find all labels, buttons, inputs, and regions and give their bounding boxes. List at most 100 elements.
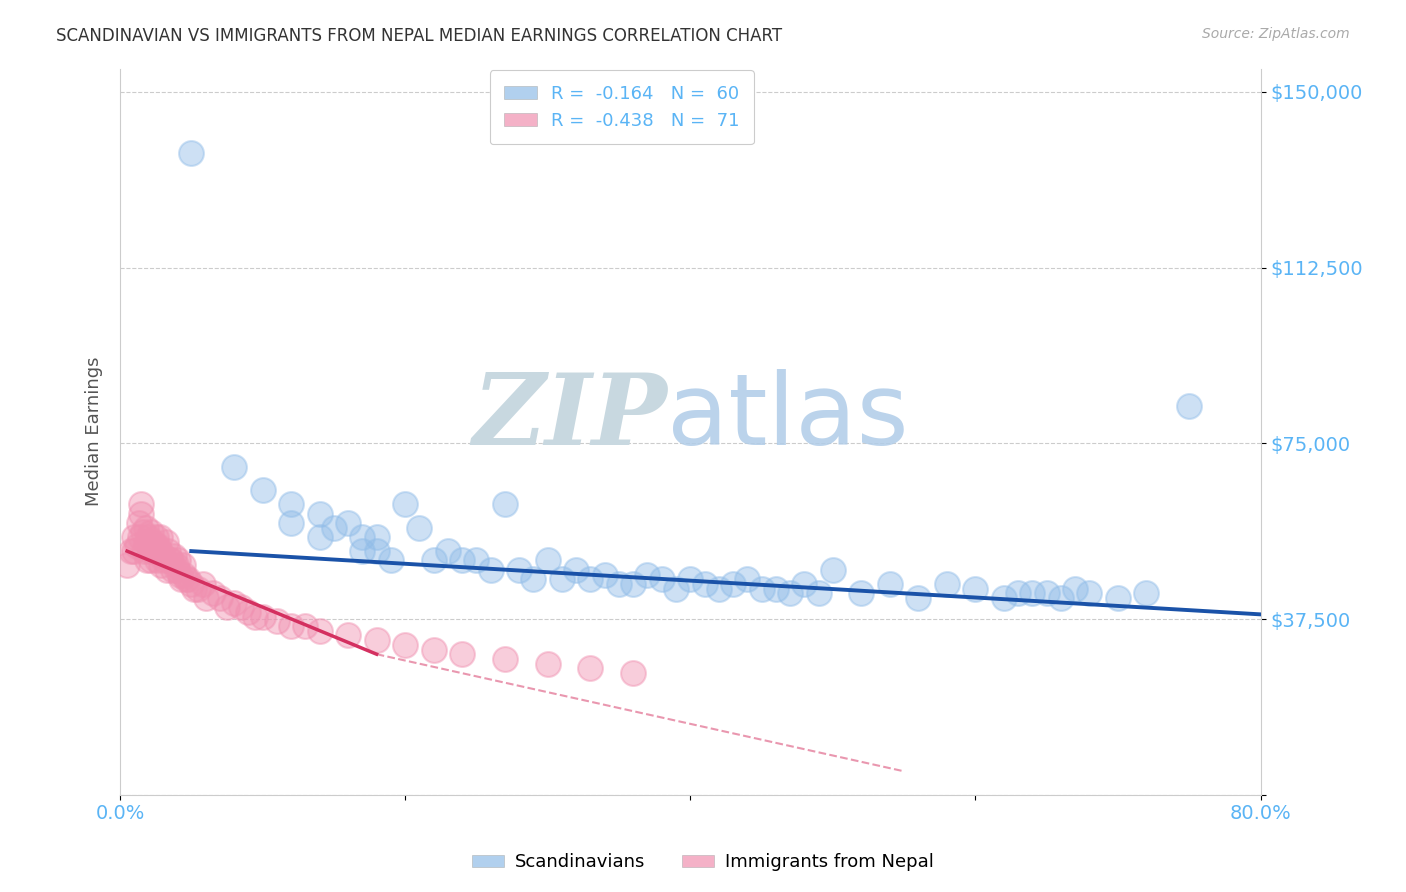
Point bbox=[735, 572, 758, 586]
Point bbox=[522, 572, 544, 586]
Point bbox=[145, 540, 167, 554]
Point bbox=[134, 544, 156, 558]
Point bbox=[993, 591, 1015, 605]
Point bbox=[252, 483, 274, 498]
Point bbox=[201, 586, 224, 600]
Point bbox=[141, 553, 163, 567]
Point bbox=[222, 596, 245, 610]
Point bbox=[1178, 399, 1201, 413]
Point bbox=[308, 624, 330, 638]
Point bbox=[352, 544, 374, 558]
Point bbox=[139, 544, 162, 558]
Point bbox=[1135, 586, 1157, 600]
Point bbox=[245, 609, 267, 624]
Point bbox=[322, 521, 344, 535]
Point bbox=[122, 544, 145, 558]
Point bbox=[194, 591, 217, 605]
Point bbox=[145, 530, 167, 544]
Text: Source: ZipAtlas.com: Source: ZipAtlas.com bbox=[1202, 27, 1350, 41]
Point bbox=[148, 540, 170, 554]
Point bbox=[422, 642, 444, 657]
Point bbox=[174, 572, 197, 586]
Point bbox=[180, 577, 202, 591]
Point bbox=[394, 638, 416, 652]
Point bbox=[579, 661, 602, 675]
Point bbox=[167, 553, 190, 567]
Point bbox=[537, 657, 560, 671]
Point bbox=[693, 577, 716, 591]
Point bbox=[129, 530, 152, 544]
Legend: R =  -0.164   N =  60, R =  -0.438   N =  71: R = -0.164 N = 60, R = -0.438 N = 71 bbox=[489, 70, 754, 145]
Text: atlas: atlas bbox=[668, 368, 910, 466]
Point bbox=[252, 609, 274, 624]
Point bbox=[149, 544, 172, 558]
Point bbox=[366, 544, 388, 558]
Point bbox=[177, 572, 200, 586]
Point bbox=[120, 544, 142, 558]
Point bbox=[222, 459, 245, 474]
Point bbox=[280, 516, 302, 530]
Point bbox=[1078, 586, 1101, 600]
Point bbox=[153, 553, 176, 567]
Point bbox=[1007, 586, 1029, 600]
Point bbox=[451, 647, 474, 661]
Point bbox=[765, 582, 787, 596]
Point bbox=[537, 553, 560, 567]
Point bbox=[170, 572, 193, 586]
Point bbox=[494, 652, 516, 666]
Point bbox=[215, 600, 238, 615]
Point bbox=[135, 521, 157, 535]
Point bbox=[160, 553, 183, 567]
Point bbox=[607, 577, 630, 591]
Point bbox=[162, 563, 184, 577]
Point bbox=[465, 553, 488, 567]
Point bbox=[793, 577, 815, 591]
Point bbox=[128, 516, 150, 530]
Point bbox=[751, 582, 773, 596]
Point bbox=[665, 582, 688, 596]
Point bbox=[115, 558, 138, 573]
Point bbox=[143, 544, 166, 558]
Point bbox=[579, 572, 602, 586]
Point bbox=[851, 586, 873, 600]
Point bbox=[308, 530, 330, 544]
Point bbox=[150, 558, 173, 573]
Point bbox=[707, 582, 730, 596]
Point bbox=[422, 553, 444, 567]
Point bbox=[1064, 582, 1087, 596]
Point bbox=[169, 567, 191, 582]
Point bbox=[238, 605, 260, 619]
Point bbox=[551, 572, 574, 586]
Text: ZIP: ZIP bbox=[472, 369, 668, 466]
Point bbox=[879, 577, 901, 591]
Point bbox=[807, 586, 830, 600]
Point bbox=[651, 572, 673, 586]
Point bbox=[565, 563, 588, 577]
Point bbox=[394, 497, 416, 511]
Point bbox=[141, 525, 163, 540]
Point bbox=[1050, 591, 1073, 605]
Point bbox=[821, 563, 844, 577]
Point bbox=[231, 600, 253, 615]
Point bbox=[337, 628, 360, 642]
Point bbox=[907, 591, 929, 605]
Point bbox=[479, 563, 502, 577]
Point bbox=[366, 633, 388, 648]
Point bbox=[163, 549, 186, 563]
Point bbox=[166, 563, 188, 577]
Point bbox=[679, 572, 702, 586]
Point bbox=[308, 507, 330, 521]
Point bbox=[280, 497, 302, 511]
Point bbox=[621, 665, 644, 680]
Point bbox=[294, 619, 316, 633]
Point bbox=[935, 577, 957, 591]
Point bbox=[152, 549, 174, 563]
Point bbox=[337, 516, 360, 530]
Point bbox=[366, 530, 388, 544]
Point bbox=[138, 530, 160, 544]
Point bbox=[621, 577, 644, 591]
Legend: Scandinavians, Immigrants from Nepal: Scandinavians, Immigrants from Nepal bbox=[465, 847, 941, 879]
Point bbox=[451, 553, 474, 567]
Point bbox=[149, 530, 172, 544]
Point bbox=[155, 534, 177, 549]
